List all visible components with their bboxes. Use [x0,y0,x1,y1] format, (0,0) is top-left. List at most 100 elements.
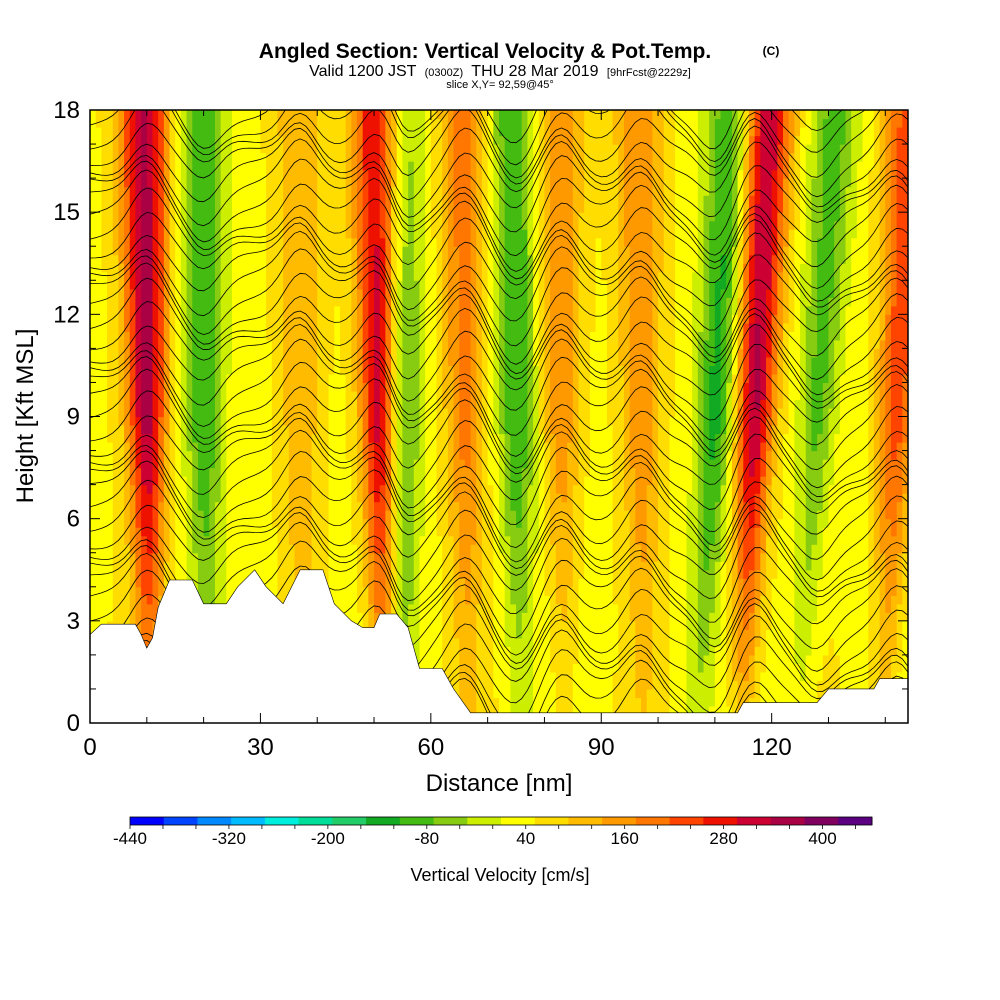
velocity-cell [680,510,688,520]
velocity-cell [203,425,210,435]
velocity-cell [731,595,739,605]
velocity-cell [180,569,188,579]
chart-title: Angled Section: Vertical Velocity & Pot.… [259,40,711,63]
velocity-cell [470,620,477,630]
velocity-cell [362,493,369,503]
velocity-cell [805,586,813,596]
velocity-cell [107,535,114,545]
velocity-cell [237,484,244,494]
velocity-cell [101,501,108,511]
velocity-cell [260,450,267,460]
velocity-cell [118,442,125,452]
velocity-cell [595,510,602,520]
velocity-cell [271,586,279,596]
velocity-cell [714,654,722,664]
velocity-cell [856,680,864,690]
velocity-cell [203,442,210,452]
velocity-cell [345,527,352,537]
velocity-cell [760,671,767,682]
velocity-cell [476,612,483,622]
velocity-cell [817,671,824,682]
velocity-cell [839,467,847,477]
velocity-cell [589,450,597,460]
velocity-cell [765,586,773,596]
velocity-cell [470,552,477,562]
velocity-cell [487,705,494,716]
velocity-cell [459,680,466,690]
velocity-cell [584,569,591,579]
velocity-cell [680,459,688,469]
velocity-cell [879,637,886,647]
velocity-cell [311,476,318,486]
velocity-cell [402,433,409,443]
velocity-cell [175,442,182,452]
velocity-cell [669,510,676,520]
velocity-cell [294,425,301,435]
velocity-cell [629,484,636,494]
velocity-cell [243,493,250,503]
velocity-cell [623,671,631,682]
velocity-cell [754,680,761,690]
velocity-cell [623,510,631,520]
velocity-cell [220,595,227,605]
velocity-cell [413,569,421,579]
velocity-cell [595,484,602,494]
velocity-cell [788,527,795,537]
velocity-cell [493,501,500,511]
velocity-cell [828,450,835,460]
velocity-cell [476,501,483,511]
velocity-cell [811,612,818,622]
velocity-cell [783,442,790,452]
velocity-cell [243,467,250,477]
velocity-cell [328,442,335,452]
velocity-cell [754,450,761,460]
velocity-cell [641,493,648,503]
velocity-cell [584,654,591,664]
velocity-cell [237,561,244,571]
velocity-cell [686,654,693,664]
velocity-cell [652,476,659,486]
velocity-cell [646,688,653,699]
velocity-cell [487,518,494,528]
velocity-cell [754,603,761,613]
velocity-cell [538,620,546,630]
velocity-cell [305,442,313,452]
velocity-cell [95,501,102,511]
velocity-cell [464,595,472,605]
velocity-cell [425,569,432,579]
velocity-cell [209,518,216,528]
velocity-cell [595,442,602,452]
velocity-cell [873,646,881,656]
velocity-cell [748,459,756,469]
velocity-cell [765,637,773,647]
velocity-cell [873,544,881,554]
velocity-cell [726,484,733,494]
velocity-cell [283,578,290,588]
velocity-cell [152,578,159,588]
velocity-cell [516,586,523,596]
velocity-cell [890,467,898,477]
velocity-cell [606,680,614,690]
velocity-cell [186,527,193,537]
velocity-cell [107,459,114,469]
velocity-cell [646,476,653,486]
velocity-cell [612,518,619,528]
velocity-cell [697,433,705,443]
velocity-cell [356,603,364,613]
velocity-cell [464,433,472,443]
velocity-cell [311,459,318,469]
velocity-cell [743,586,750,596]
velocity-cell [544,544,551,554]
velocity-cell [317,535,324,545]
velocity-cell [737,629,744,639]
velocity-cell [152,510,159,520]
velocity-cell [362,484,369,494]
velocity-cell [453,433,460,443]
velocity-cell [595,612,602,622]
velocity-cell [419,603,426,613]
velocity-cell [879,569,886,579]
velocity-cell [601,603,608,613]
velocity-cell [538,433,546,443]
velocity-cell [828,586,835,596]
velocity-cell [379,569,386,579]
